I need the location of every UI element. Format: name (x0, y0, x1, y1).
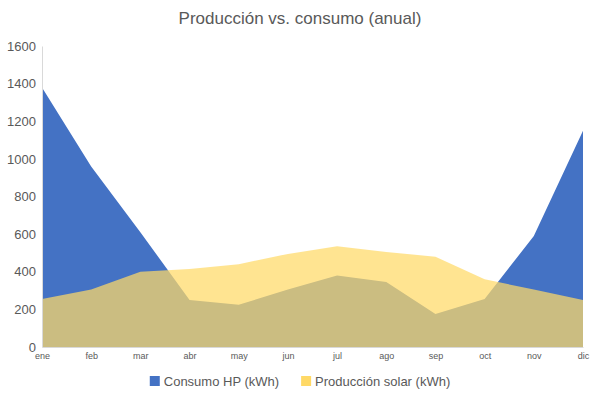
tick: 400 (14, 264, 42, 279)
tick-label: dic (578, 351, 590, 361)
tick: nov (527, 347, 542, 361)
tick-label: jun (281, 351, 294, 361)
legend-label: Consumo HP (kWh) (164, 374, 279, 389)
y-axis: 02004006008001000120014001600 (7, 39, 42, 355)
tick: 1600 (7, 39, 42, 54)
tick-label: 600 (14, 227, 36, 242)
tick: jul (332, 347, 342, 361)
area (42, 246, 583, 347)
legend-label: Producción solar (kWh) (315, 374, 450, 389)
tick-label: sep (429, 351, 444, 361)
tick: 600 (14, 227, 42, 242)
legend-swatch (301, 376, 311, 386)
background (0, 0, 600, 401)
tick: dic (578, 347, 590, 361)
chart: 02004006008001000120014001600enefebmarab… (0, 0, 600, 401)
tick: feb (85, 347, 98, 361)
tick: 1400 (7, 76, 42, 91)
tick-label: ago (379, 351, 394, 361)
tick: ene (35, 347, 50, 361)
x-axis: ene feb mar abr may jun jul ago sep oct nov dic (35, 347, 590, 361)
tick-label: 1600 (7, 39, 36, 54)
axis-line (42, 47, 43, 348)
tick-label: mar (133, 351, 149, 361)
tick-label: 1200 (7, 114, 36, 129)
tick-label: ene (35, 351, 50, 361)
legend-item: Producción solar (kWh) (301, 374, 450, 389)
tick: 1000 (7, 152, 42, 167)
tick-label: 800 (14, 189, 36, 204)
title: Producción vs. consumo (anual) (179, 9, 422, 28)
legend-item: Consumo HP (kWh) (150, 374, 279, 389)
tick: mar (133, 347, 149, 361)
tick-label: 1400 (7, 76, 36, 91)
legend-swatch (150, 376, 160, 386)
tick-label: nov (527, 351, 542, 361)
tick: ago (379, 347, 394, 361)
tick: may (231, 347, 249, 361)
plot: 02004006008001000120014001600enefebmarab… (7, 39, 590, 362)
area (42, 87, 583, 347)
tick: 200 (14, 302, 42, 317)
legend: Consumo HP (kWh) Producción solar (kWh) (150, 374, 450, 389)
tick-label: may (231, 351, 249, 361)
tick-label: 1000 (7, 152, 36, 167)
axis-line (43, 347, 584, 348)
tick: 1200 (7, 114, 42, 129)
areas (42, 87, 583, 347)
tick: oct (479, 347, 492, 361)
tick-label: abr (184, 351, 197, 361)
tick: jun (281, 347, 294, 361)
tick-label: oct (479, 351, 492, 361)
tick: sep (429, 347, 444, 361)
tick-label: jul (332, 351, 342, 361)
tick-label: 400 (14, 264, 36, 279)
tick: 800 (14, 189, 42, 204)
tick: abr (184, 347, 197, 361)
tick-label: feb (85, 351, 98, 361)
tick-label: 200 (14, 302, 36, 317)
